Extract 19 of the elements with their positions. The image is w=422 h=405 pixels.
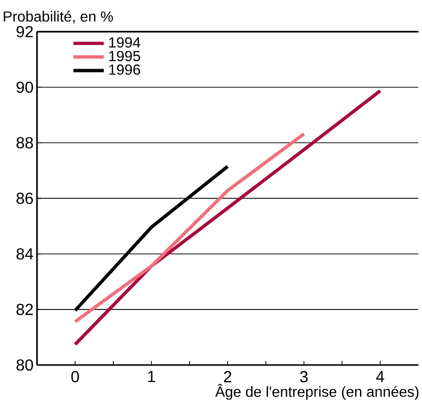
x-tick-label: 0 — [71, 371, 79, 382]
line-series — [73, 89, 382, 346]
y-tick-label: 86 — [16, 192, 33, 204]
x-tick-label: 3 — [300, 371, 308, 382]
y-tick-label: 88 — [16, 137, 33, 148]
x-tick-label: 2 — [224, 371, 232, 382]
y-tick-label: 90 — [16, 82, 34, 93]
legend-label: 1996 — [109, 64, 140, 75]
legend-label: 1994 — [109, 37, 140, 48]
y-axis-title: Probabilité, en % — [4, 10, 113, 24]
line-series — [73, 132, 306, 324]
legend-label: 1995 — [109, 50, 140, 62]
y-tick-label: 92 — [16, 26, 33, 38]
y-tick-label: 80 — [16, 359, 34, 371]
x-axis-title: Âge de l'entreprise (en années) — [215, 384, 418, 400]
x-tick-label: 1 — [148, 371, 156, 382]
y-tick-label: 82 — [16, 304, 33, 316]
y-tick-label: 84 — [16, 248, 34, 260]
x-tick-label: 4 — [376, 371, 384, 382]
